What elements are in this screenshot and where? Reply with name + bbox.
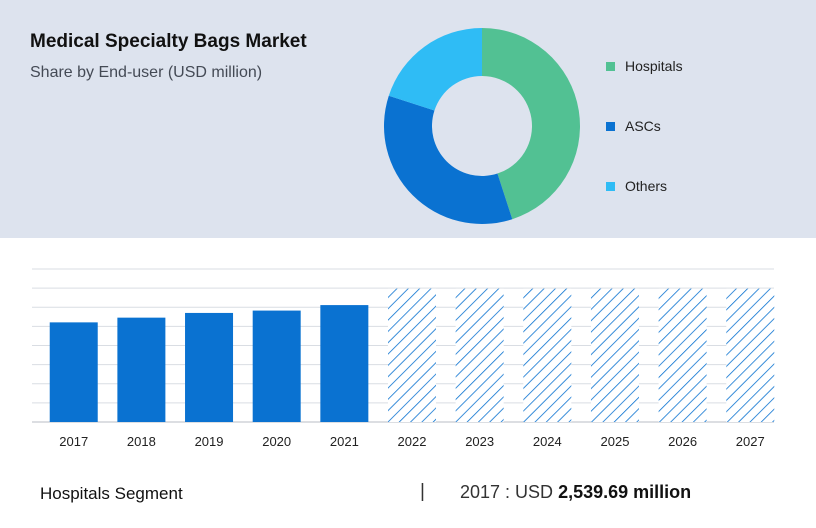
x-tick-label: 2024 bbox=[533, 434, 562, 449]
donut-chart bbox=[384, 28, 580, 224]
legend-item-others: Others bbox=[606, 178, 667, 194]
segment-label: Hospitals Segment bbox=[40, 484, 183, 503]
forecast-bar-2027 bbox=[726, 288, 775, 422]
x-tick-label: 2018 bbox=[127, 434, 156, 449]
x-tick-label: 2019 bbox=[195, 434, 224, 449]
segment-value-amount: 2,539.69 million bbox=[558, 482, 692, 502]
donut-slice-hospitals bbox=[482, 28, 580, 220]
legend-swatch-others bbox=[606, 181, 615, 191]
x-tick-label: 2022 bbox=[398, 434, 427, 449]
legend-swatch-ascs bbox=[606, 121, 615, 131]
legend-item-ascs: ASCs bbox=[606, 118, 661, 134]
legend-label-ascs: ASCs bbox=[625, 118, 661, 134]
legend-label-hospitals: Hospitals bbox=[625, 58, 683, 74]
bar-2019 bbox=[185, 312, 234, 422]
forecast-bar-2022 bbox=[388, 288, 436, 422]
chart-subtitle: Share by End-user (USD million) bbox=[30, 64, 263, 81]
bar-2017 bbox=[49, 322, 98, 422]
donut-slice-ascs bbox=[384, 95, 513, 224]
bar-2021 bbox=[320, 305, 369, 422]
forecast-bar-2023 bbox=[455, 288, 504, 422]
x-tick-label: 2020 bbox=[262, 434, 291, 449]
x-tick-label: 2021 bbox=[330, 434, 359, 449]
x-tick-label: 2017 bbox=[59, 434, 88, 449]
x-tick-label: 2025 bbox=[601, 434, 630, 449]
forecast-bar-2025 bbox=[590, 288, 639, 422]
x-tick-label: 2023 bbox=[465, 434, 494, 449]
donut-slice-others bbox=[388, 28, 482, 111]
footer-separator: | bbox=[420, 481, 425, 502]
chart-title: Medical Specialty Bags Market bbox=[30, 31, 307, 52]
forecast-bar-2024 bbox=[523, 288, 572, 422]
segment-value: 2017 : USD 2,539.69 million bbox=[460, 482, 691, 503]
forecast-bar-2026 bbox=[658, 288, 707, 422]
bar-2020 bbox=[252, 310, 301, 422]
segment-year-prefix: 2017 : USD bbox=[460, 482, 559, 502]
x-tick-label: 2026 bbox=[668, 434, 697, 449]
legend-swatch-hospitals bbox=[606, 61, 615, 71]
bar-2018 bbox=[117, 317, 166, 422]
x-tick-label: 2027 bbox=[736, 434, 765, 449]
bar-chart: 2017 2018 2019 2020 2021 2022 2023 2024 2025 2026… bbox=[32, 268, 775, 449]
legend-label-others: Others bbox=[625, 178, 668, 194]
legend-item-hospitals: Hospitals bbox=[606, 58, 683, 74]
